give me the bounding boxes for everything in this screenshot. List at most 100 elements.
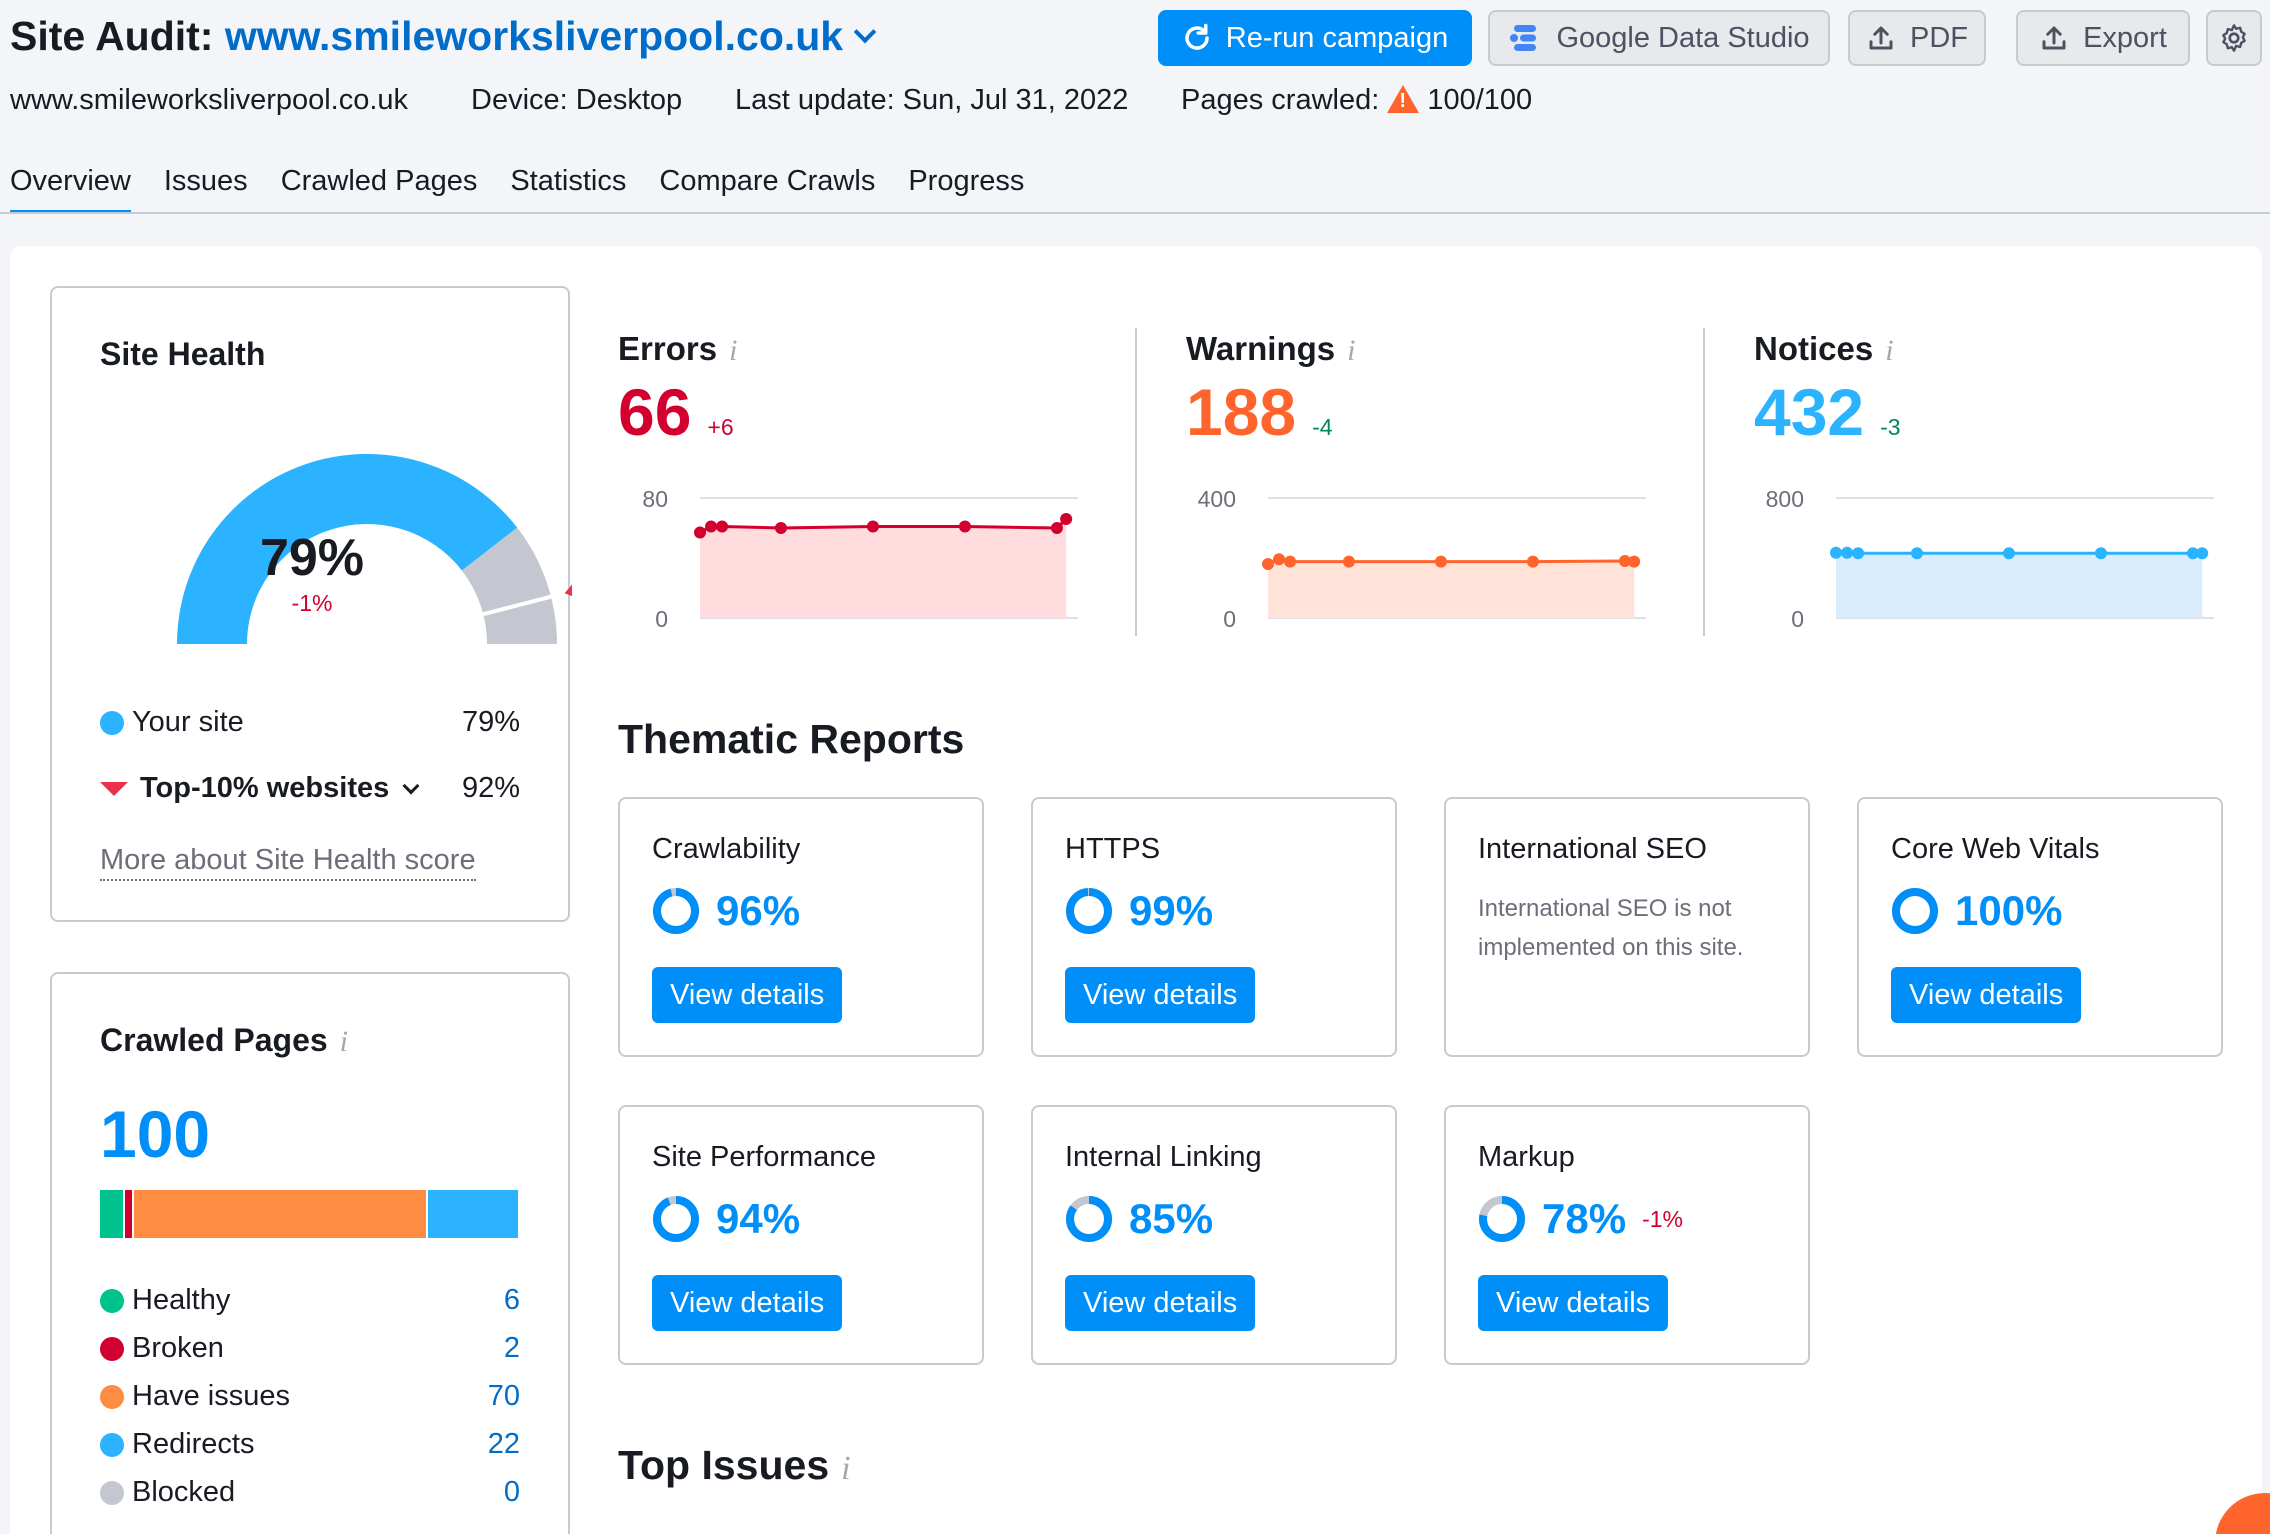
sparkline-point[interactable] [1050,522,1063,534]
view-details-button[interactable]: View details [1065,967,1256,1023]
tab-overview[interactable]: Overview [10,165,131,214]
legend-value[interactable]: 0 [503,1476,520,1508]
sparkline-point[interactable] [2094,547,2107,560]
report-name: HTTPS [1065,833,1161,865]
report-delta: -1% [1642,1205,1683,1232]
google-data-studio-button[interactable]: Google Data Studio [1488,10,1830,66]
view-details-button[interactable]: View details [652,967,843,1023]
legend-dot-icon [100,1385,124,1410]
info-icon[interactable]: i [729,334,738,367]
y-tick-label: 80 [642,486,668,512]
report-name: Core Web Vitals [1891,833,2100,865]
report-name: Site Performance [652,1141,877,1173]
report-percent: 100% [1955,887,2063,934]
site-audit-label: Site Audit: [10,13,214,59]
report-percent-row: 94% [652,1195,800,1243]
sparkline-point[interactable] [1342,555,1355,568]
metric-value[interactable]: 188 [1186,375,1297,449]
report-name: Markup [1478,1141,1575,1173]
info-icon[interactable]: i [1885,334,1894,367]
legend-label: Have issues [132,1380,290,1412]
legend-label: Healthy [132,1284,231,1316]
sparkline-point[interactable] [2186,547,2199,560]
sparkline-point[interactable] [1262,558,1274,570]
sparkline-point[interactable] [1852,547,1865,560]
meta-device: Device: Desktop [471,84,683,116]
site-health-gauge [177,453,572,644]
report-percent-row: 85% [1065,1195,1213,1243]
sparkline-point[interactable] [2196,547,2209,560]
tab-progress[interactable]: Progress [908,165,1025,197]
view-details-button[interactable]: View details [1065,1275,1256,1331]
view-details-button[interactable]: View details [652,1275,843,1331]
chevron-down-icon[interactable] [853,20,877,44]
info-icon[interactable]: i [339,1025,348,1058]
legend-value[interactable]: 22 [487,1428,520,1460]
metric-delta: -3 [1880,414,1901,440]
sparkline-point[interactable] [1273,553,1286,566]
sparkline-point[interactable] [1284,555,1297,568]
sparkline-point[interactable] [958,520,971,533]
info-icon[interactable]: i [1347,334,1356,367]
sparkline-point[interactable] [1830,546,1842,559]
crawled-legend-row: Blocked 0 [100,1476,520,1509]
site-health-card: Site Health 79% -1% Your site 79% Top-10… [50,286,572,922]
legend-value[interactable]: 2 [503,1332,520,1364]
legend-value[interactable]: 6 [503,1284,520,1316]
tab-issues[interactable]: Issues [163,165,248,197]
sparkline-point[interactable] [1434,555,1447,568]
report-card-international-seo: International SEO International SEO is no… [1444,797,1810,1057]
report-percent: 85% [1129,1195,1214,1242]
bar-segment-healthy[interactable] [100,1190,126,1238]
sparkline-point[interactable] [1618,555,1631,567]
donut-icon [653,1196,699,1242]
sparkline-point[interactable] [2002,547,2015,560]
crawled-legend-row: Broken 2 [100,1332,520,1365]
sparkline-area [700,519,1067,618]
pdf-button[interactable]: PDF [1848,10,1986,66]
tab-compare-crawls[interactable]: Compare Crawls [659,165,876,197]
report-description: International SEO is not implemented on … [1478,895,1744,961]
sparkline-point[interactable] [716,520,729,533]
chevron-down-icon[interactable] [402,777,420,795]
rerun-campaign-button[interactable]: Re-run campaign [1158,10,1472,66]
sparkline-point[interactable] [866,520,879,533]
metric-value[interactable]: 66 [618,375,692,449]
report-name: International SEO [1478,833,1707,865]
settings-button[interactable] [2206,10,2262,66]
y-tick-label: 0 [1223,606,1236,632]
project-domain-dropdown[interactable]: www.smileworksliverpool.co.uk [224,13,844,59]
metric-value[interactable]: 432 [1754,375,1865,449]
info-icon[interactable]: i [841,1450,851,1487]
bar-segment-broken[interactable] [125,1190,134,1238]
site-health-more-link[interactable]: More about Site Health score [100,844,476,881]
report-card-crawlability: Crawlability 96% View details [618,797,984,1057]
sparkline-point[interactable] [705,520,718,533]
tab-statistics[interactable]: Statistics [510,165,627,197]
legend-value[interactable]: 70 [487,1380,520,1412]
metric-title-text: Warnings [1186,330,1336,367]
sparkline-point[interactable] [774,522,787,534]
donut-icon [1066,888,1112,934]
view-details-button[interactable]: View details [1478,1275,1669,1331]
view-details-button[interactable]: View details [1891,967,2082,1023]
sparkline-point[interactable] [1060,513,1073,525]
sparkline-point[interactable] [1910,547,1923,560]
bar-segment-have-issues[interactable] [133,1190,428,1238]
report-card-core-web-vitals: Core Web Vitals 100% View details [1857,797,2223,1057]
metric-value-row: 188 -4 [1186,374,1333,450]
bar-segment-redirects[interactable] [427,1190,520,1238]
tabs-divider [0,212,2270,214]
legend-top10[interactable]: Top-10% websites 92% [100,772,520,805]
report-percent: 96% [716,887,801,934]
export-button[interactable]: Export [2016,10,2190,66]
sparkline-point[interactable] [1841,546,1854,559]
sparkline-point[interactable] [1628,555,1641,568]
sparkline-area [1268,559,1635,618]
tab-crawled-pages[interactable]: Crawled Pages [280,165,478,197]
report-card-https: HTTPS 99% View details [1031,797,1397,1057]
report-percent-row: 96% [652,887,800,935]
sparkline-point[interactable] [1526,555,1539,568]
legend-label: Redirects [132,1428,255,1460]
sparkline-point[interactable] [694,526,706,539]
